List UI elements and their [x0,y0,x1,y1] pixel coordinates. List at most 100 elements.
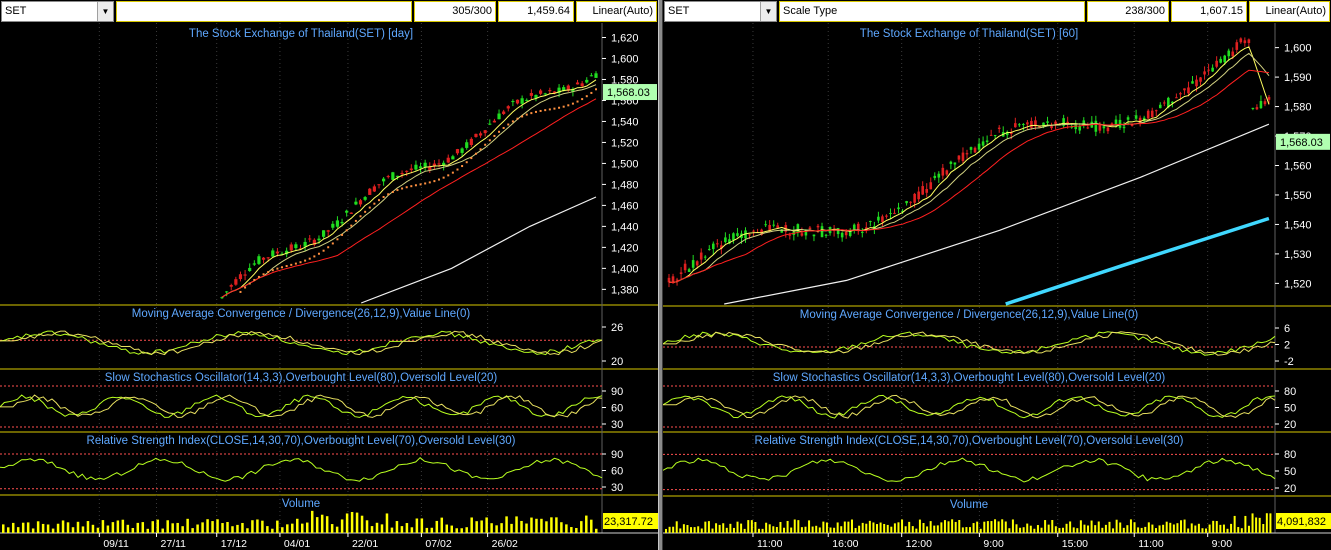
left-sar-dot [438,178,441,181]
right-candle [703,256,707,258]
right-chart-panel: SET ▼ Scale Type 238/300 1,607.15 Linear… [663,0,1331,550]
right-scale-mode-button[interactable]: Linear(Auto) [1249,1,1330,22]
right-volume-bar [1215,521,1218,533]
right-stoch-tick-label: 20 [1284,419,1296,431]
right-volume-bar [775,526,778,533]
left-sar-dot [571,102,574,105]
left-stoch-main-line [0,394,603,418]
left-candle [391,172,395,180]
right-volume-bar [1104,524,1107,533]
left-volume-bar [106,525,110,533]
left-volume-bar [266,526,269,533]
panel-splitter[interactable] [658,0,663,550]
left-volume-bar [236,524,239,533]
right-volume-bar [765,522,768,533]
left-sar-dot [294,262,297,265]
right-volume-bar [718,524,721,533]
left-volume-bar [301,523,304,533]
right-price-tick-label: 1,540 [1284,219,1312,231]
left-candle [354,201,358,205]
chevron-down-icon[interactable]: ▼ [97,2,113,21]
left-price-tick-label: 1,460 [611,200,639,212]
left-volume-bar [495,525,498,533]
right-candle [1070,126,1073,128]
right-volume-bar [682,524,685,533]
left-candle [566,85,570,91]
left-sar-dot [368,206,371,209]
right-candle [961,152,965,162]
left-volume-bar [121,519,125,533]
right-volume-bar [725,527,728,533]
left-chart-canvas[interactable]: The Stock Exchange of Thailand(SET) [day… [0,23,658,550]
left-volume-bar [216,519,219,533]
right-candle [1046,121,1049,123]
right-volume-bar [1094,525,1097,533]
right-candle [695,261,699,266]
right-volume-bar [1122,527,1125,533]
right-volume-bar [850,519,853,533]
right-candle [1126,117,1130,120]
left-candle [575,82,580,85]
left-volume-bar [291,523,294,533]
right-volume-bar [1244,515,1247,533]
left-volume-bar [410,527,414,533]
right-candle [925,189,929,193]
right-candle [1122,126,1126,129]
right-volume-bar [1029,525,1032,533]
left-volume-bar [271,528,274,533]
right-volume-bar [1040,527,1043,533]
left-price-tick-label: 1,480 [611,179,639,191]
left-toolbar: SET ▼ 305/300 1,459.64 Linear(Auto) [0,0,658,23]
left-symbol-combo[interactable]: SET ▼ [1,1,114,22]
chevron-down-icon[interactable]: ▼ [760,2,776,21]
right-candle [1150,110,1154,118]
left-volume-bar [305,522,309,533]
right-current-value: 1,607.15 [1171,1,1247,22]
left-volume-bar [530,517,533,533]
right-time-label: 16:00 [832,538,858,550]
left-stoch-tick-label: 30 [611,419,623,431]
left-candle [285,250,289,255]
left-sar-dot [331,242,334,245]
left-sar-dot [516,117,519,120]
right-chart-canvas[interactable]: The Stock Exchange of Thailand(SET) [60]… [663,23,1331,550]
left-candle [382,178,386,182]
left-sar-dot [257,275,260,278]
left-stoch-tick-label: 60 [611,403,623,415]
left-volume-bar [226,521,229,533]
left-sar-dot [239,290,242,293]
left-volume-bar [136,522,140,533]
right-symbol-combo[interactable]: SET ▼ [664,1,777,22]
right-candle [969,147,973,150]
left-volume-bar [575,528,578,533]
right-stoch-title: Slow Stochastics Oscillator(14,3,3),Over… [773,372,1166,384]
right-volume-bar [1004,521,1007,533]
left-volume-bar [41,523,45,533]
left-macd-title: Moving Average Convergence / Divergence(… [132,308,471,320]
left-volume-bar [36,521,40,533]
right-volume-bar [879,522,882,533]
right-candle [852,224,856,231]
left-candle [395,175,400,177]
left-rsi-tick-label: 30 [611,482,623,494]
right-volume-bar [965,527,968,533]
left-volume-bar [345,513,349,533]
left-candle [368,188,372,195]
left-volume-bar [470,517,473,533]
left-stoch-title: Slow Stochastics Oscillator(14,3,3),Over… [105,372,498,384]
left-scale-mode-button[interactable]: Linear(Auto) [576,1,657,22]
left-volume-bar [405,523,409,533]
left-volume-bar [151,521,154,533]
left-candle [409,168,413,171]
left-price-tick-label: 1,600 [611,53,639,65]
right-candle [981,141,985,146]
left-volume-bar [31,528,35,533]
right-scale-type-field[interactable]: Scale Type [779,1,1085,22]
left-sar-dot [405,186,408,189]
left-sar-dot [558,106,561,109]
left-sar-dot [304,259,307,262]
left-volume-bar [141,522,145,533]
left-volume-bar [565,524,568,533]
right-candle [1026,122,1029,125]
right-candle [711,243,715,250]
